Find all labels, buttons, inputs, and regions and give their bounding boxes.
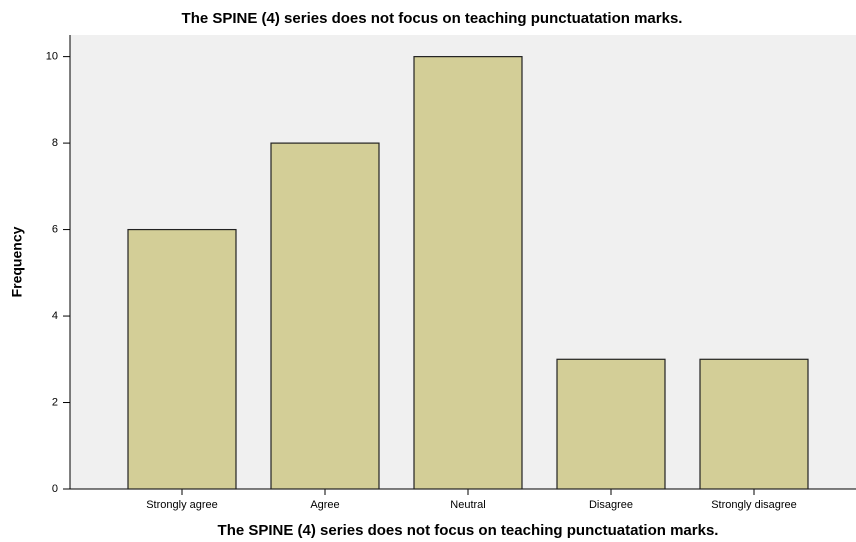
x-axis-label: The SPINE (4) series does not focus on t…: [218, 522, 719, 539]
bar: [413, 56, 523, 490]
x-tick-label: Agree: [310, 499, 339, 511]
bar: [127, 228, 237, 490]
y-tick-label: 6: [52, 223, 58, 235]
x-tick-label: Strongly agree: [146, 499, 218, 511]
y-tick-label: 10: [46, 51, 58, 63]
chart-title: The SPINE (4) series does not focus on t…: [182, 10, 683, 27]
y-tick-label: 2: [52, 396, 58, 408]
x-tick-label: Disagree: [589, 499, 633, 511]
y-tick-label: 4: [52, 310, 58, 322]
bar: [270, 142, 380, 490]
bar: [699, 358, 809, 490]
y-tick-label: 8: [52, 137, 58, 149]
bar: [556, 358, 666, 490]
x-tick-label: Strongly disagree: [711, 499, 797, 511]
x-tick-label: Neutral: [450, 499, 485, 511]
y-axis-label: Frequency: [9, 226, 25, 297]
y-tick-label: 0: [52, 483, 58, 495]
